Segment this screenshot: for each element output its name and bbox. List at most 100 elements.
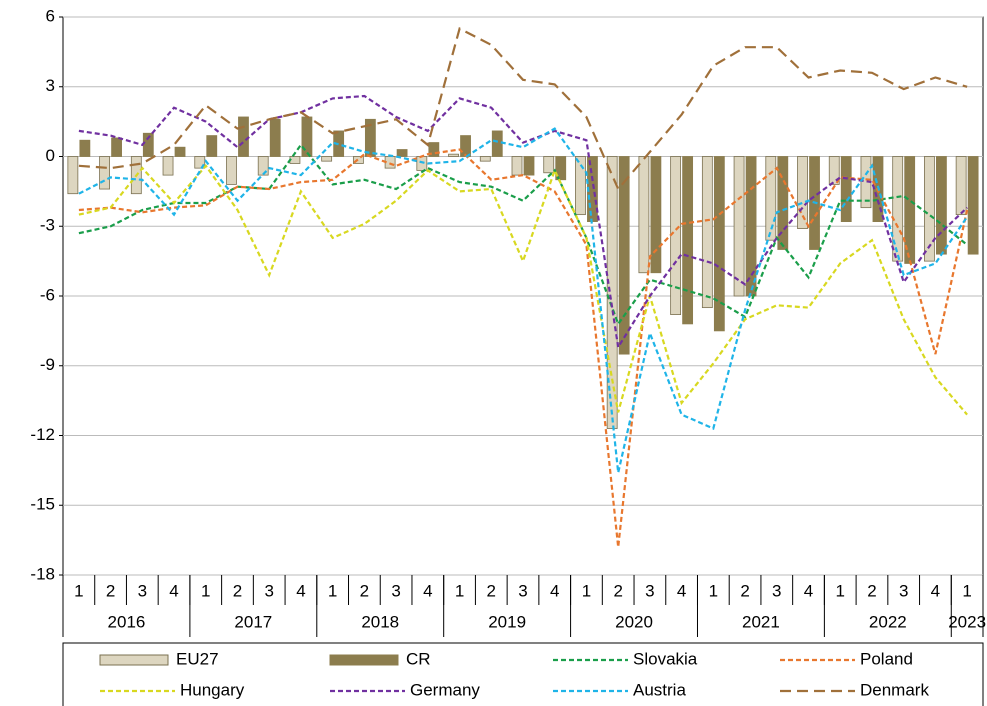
bar [174,146,186,157]
bar [67,156,79,195]
bar [682,156,694,325]
y-tick-label: -3 [40,216,55,235]
bar [384,156,396,169]
x-tick-label: 2 [613,581,622,600]
bar [924,156,935,262]
y-tick-label: -18 [30,564,55,583]
legend-label: Slovakia [633,649,698,668]
bar [828,156,840,185]
y-tick-label: 3 [46,76,55,95]
x-group-label: 2020 [615,612,653,631]
x-tick-label: 1 [74,581,83,600]
bar [713,156,725,332]
bar [352,156,364,164]
bar [479,156,491,162]
bar [967,156,979,255]
x-tick-label: 3 [518,581,527,600]
legend-label: CR [406,649,431,668]
x-tick-label: 1 [582,581,591,600]
bar [701,156,713,309]
legend-swatch [329,654,399,666]
x-group-label: 2017 [234,612,272,631]
bar [301,116,313,157]
y-tick-label: -9 [40,355,55,374]
bar [670,156,682,316]
x-tick-label: 2 [740,581,749,600]
x-tick-label: 4 [423,581,432,600]
bar [777,156,789,250]
bar [238,116,249,157]
bar [321,156,333,162]
bar [575,156,586,216]
x-tick-label: 3 [772,581,781,600]
x-group-label: 2022 [869,612,907,631]
bar [936,156,947,255]
line [78,27,968,192]
bar [416,156,428,171]
x-group-label: 2023 [948,612,986,631]
x-tick-label: 4 [931,581,940,600]
bar [606,156,618,429]
x-group-label: 2016 [108,612,146,631]
bar [765,156,777,241]
bar [745,156,757,297]
x-tick-label: 1 [455,581,464,600]
line [78,148,969,548]
x-tick-label: 1 [709,581,718,600]
x-tick-label: 3 [899,581,908,600]
x-tick-label: 1 [836,581,845,600]
x-tick-label: 4 [550,581,559,600]
y-tick-label: -6 [40,285,55,304]
bar [491,130,503,157]
x-tick-label: 2 [360,581,369,600]
x-tick-label: 1 [328,581,337,600]
y-tick-label: -12 [30,425,55,444]
bar [111,137,122,157]
legend [62,642,984,706]
bar [396,149,408,157]
bar [555,156,567,181]
bar [543,156,555,174]
x-tick-label: 4 [804,581,813,600]
bar [269,118,281,157]
bar [448,153,459,157]
legend-label: Germany [410,680,480,699]
bar [523,156,535,176]
x-tick-label: 2 [487,581,496,600]
bar [638,156,650,274]
x-tick-label: 1 [962,581,971,600]
x-tick-label: 4 [296,581,305,600]
x-tick-label: 4 [169,581,178,600]
x-group-label: 2021 [742,612,780,631]
x-tick-label: 3 [264,581,273,600]
x-tick-label: 2 [233,581,242,600]
legend-swatch [99,654,169,666]
bar [257,156,269,176]
bar [650,156,662,274]
x-tick-label: 3 [391,581,400,600]
bar [206,135,218,157]
bar [460,135,471,157]
y-tick-label: 0 [46,146,55,165]
bar [289,156,301,164]
x-tick-label: 2 [106,581,115,600]
x-group-label: 2019 [488,612,526,631]
bar [618,156,630,355]
y-tick-label: 6 [46,6,55,25]
bar [733,156,745,297]
bar [162,156,174,176]
bar [79,139,91,157]
x-tick-label: 4 [677,581,686,600]
bar [511,156,523,176]
y-tick-label: -15 [30,495,55,514]
x-tick-label: 3 [138,581,147,600]
legend-label: Denmark [860,680,929,699]
bar [955,156,967,216]
x-tick-label: 2 [867,581,876,600]
line [78,94,968,351]
line [78,127,969,473]
legend-label: Hungary [180,680,245,699]
bar [194,156,206,169]
legend-label: EU27 [176,649,219,668]
